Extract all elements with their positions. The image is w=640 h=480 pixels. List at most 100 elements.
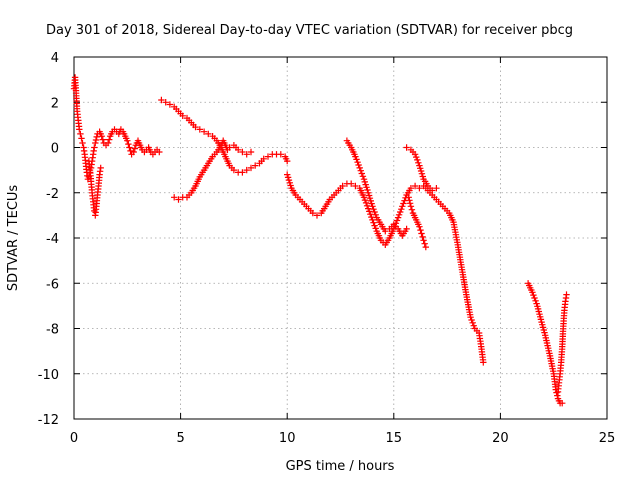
data-point: [422, 243, 429, 251]
data-point: [98, 133, 105, 140]
data-point: [247, 164, 255, 172]
data-point: [264, 153, 272, 160]
data-point: [78, 135, 85, 142]
data-point: [354, 159, 361, 166]
data-point: [162, 99, 169, 106]
data-point: [97, 164, 104, 172]
data-point: [156, 148, 163, 156]
data-point: [226, 144, 233, 151]
data-point: [418, 170, 426, 177]
data-point: [405, 194, 412, 201]
data-point: [370, 219, 377, 226]
data-point: [90, 147, 97, 155]
data-point: [352, 153, 359, 160]
data-point: [559, 400, 566, 407]
y-tick-label: -8: [46, 323, 59, 338]
data-point: [531, 294, 538, 302]
y-tick-label: 0: [51, 142, 59, 157]
data-point: [420, 237, 427, 244]
data-point: [369, 216, 376, 224]
data-point: [126, 144, 133, 151]
data-point: [467, 314, 474, 321]
data-point: [131, 145, 138, 152]
data-point: [407, 203, 415, 210]
y-tick-label: -10: [38, 368, 59, 383]
data-point: [419, 233, 426, 241]
data-point: [92, 136, 100, 144]
grid-lines: [74, 57, 607, 419]
data-point: [469, 319, 476, 326]
data-point: [553, 389, 560, 396]
x-tick-label: 15: [386, 431, 403, 446]
data-point: [361, 196, 369, 204]
y-tick-label: -4: [46, 232, 59, 247]
data-point: [413, 153, 420, 161]
data-point: [309, 209, 316, 217]
data-point: [416, 223, 423, 230]
data-point: [370, 206, 377, 213]
data-point: [470, 322, 477, 329]
data-point: [398, 206, 405, 213]
data-point: [166, 101, 174, 108]
data-point: [104, 139, 112, 147]
data-point: [382, 228, 389, 235]
data-point: [127, 147, 134, 155]
data-point: [243, 166, 250, 174]
data-point: [415, 159, 422, 166]
data-point: [175, 196, 182, 203]
data-point: [429, 187, 436, 194]
chart-title: Day 301 of 2018, Sidereal Day-to-day VTE…: [46, 23, 573, 38]
data-point: [339, 182, 346, 190]
data-point: [277, 151, 284, 158]
data-point: [407, 185, 415, 192]
data-point: [92, 139, 99, 147]
data-point: [414, 156, 421, 164]
data-point: [367, 211, 374, 218]
data-point: [362, 199, 370, 207]
data-point: [530, 291, 537, 299]
data-point: [313, 212, 321, 219]
data-point: [125, 140, 132, 148]
data-point: [372, 225, 379, 232]
data-point: [247, 148, 255, 156]
data-point: [421, 240, 428, 247]
data-point: [235, 146, 242, 153]
y-tick-label: -12: [38, 413, 59, 428]
y-tick-label: 4: [51, 51, 59, 66]
data-point: [357, 167, 364, 174]
data-point: [77, 130, 84, 138]
data-point: [364, 186, 371, 194]
data-point: [79, 139, 86, 147]
data-point: [106, 136, 113, 143]
data-point: [393, 217, 401, 224]
data-point: [192, 123, 199, 131]
data-point: [158, 96, 165, 104]
data-point: [171, 194, 178, 201]
data-point: [395, 211, 403, 218]
y-tick-label: -2: [46, 187, 59, 202]
data-point: [532, 297, 539, 304]
x-axis-label: GPS time / hours: [286, 459, 395, 474]
data-point: [372, 211, 379, 218]
data-point: [355, 161, 362, 169]
data-point: [205, 130, 212, 138]
data-point: [179, 112, 186, 119]
data-point: [400, 200, 407, 207]
y-tick-label: -6: [46, 277, 59, 292]
data-point: [418, 230, 425, 237]
data-point: [284, 171, 291, 178]
data-point: [403, 144, 410, 151]
data-point: [348, 180, 355, 187]
data-point: [416, 185, 423, 192]
data-point: [93, 133, 100, 141]
data-point: [124, 137, 131, 144]
data-point: [284, 157, 291, 165]
data-point: [352, 182, 359, 190]
data-point: [239, 169, 246, 176]
data-point: [529, 289, 536, 296]
data-point: [369, 203, 376, 210]
data-point: [230, 166, 238, 174]
data-point: [359, 173, 367, 180]
data-point: [196, 126, 203, 133]
